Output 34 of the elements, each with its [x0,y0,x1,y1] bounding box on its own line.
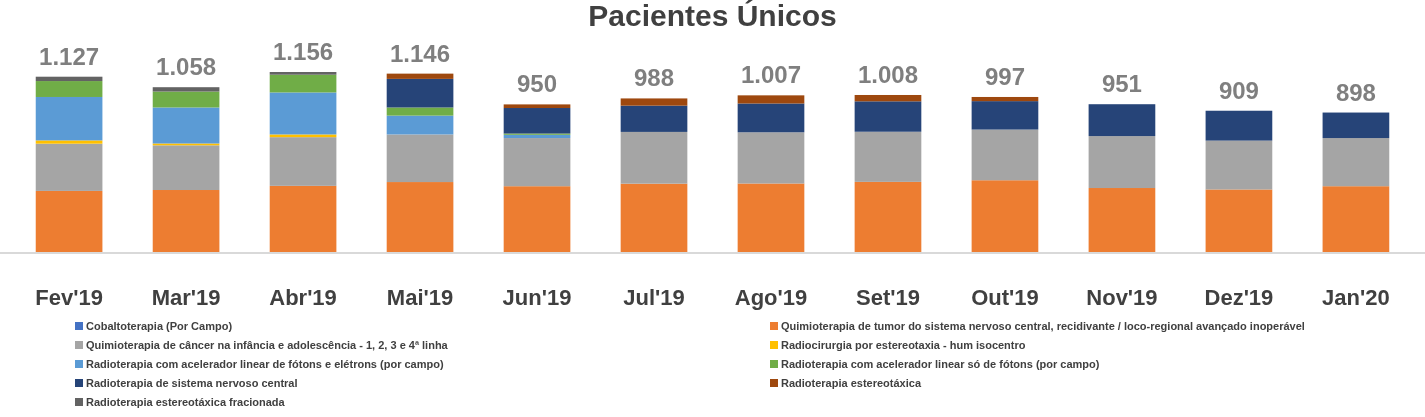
annotation: 988 [633,64,675,92]
legend-label: Radiocirurgia por estereotaxia - hum isocentro [781,339,1026,351]
x-tick-label: Fev'19 [35,285,103,310]
annotation: 1.058 [156,53,217,81]
legend-label: Radioterapia estereotáxica fracionada [86,396,286,408]
annotation: 898 [1335,78,1376,106]
annotation: 1.127 [39,42,100,70]
legend-label: Radioterapia com acelerador linear só de fótons (por campo) [781,358,1100,370]
x-tick-label: Dez'19 [1204,285,1274,310]
annotation: 1.156 [273,38,334,65]
x-tick-label: Jun'19 [502,285,572,310]
annotation: 1.146 [390,39,451,67]
annotation: 950 [517,70,558,98]
chart-title: Pacientes Únicos [588,0,837,32]
x-tick-label: Mai'19 [386,285,454,310]
annotation: 997 [984,62,1025,90]
x-tick-label: Nov'19 [1086,285,1158,310]
x-tick-label: Jul'19 [623,285,685,310]
legend-label: Quimioterapia de tumor do sistema nervoso central, recidivante / loco-regional avançado inoperável [781,320,1305,332]
legend-label: Radioterapia com acelerador linear de fótons e elétrons (por campo) [86,358,444,370]
annotation: 1.007 [740,61,802,89]
x-tick-label: Ago'19 [734,285,808,310]
legend-label: Quimioterapia de câncer na infância e adolescência - 1, 2, 3 e 4ª linha [86,339,449,351]
annotation: 951 [1101,70,1142,98]
x-tick-label: Mar'19 [151,285,221,310]
x-tick-label: Set'19 [856,285,920,310]
legend-label: Cobaltoterapia (Por Campo) [86,320,233,332]
x-tick-label: Abr'19 [269,285,337,310]
legend-label: Radioterapia estereotáxica [781,377,922,389]
legend-label: Radioterapia de sistema nervoso central [86,377,298,389]
annotation: 1.008 [857,60,919,88]
x-tick-label: Out'19 [971,285,1039,310]
annotation: 909 [1218,76,1259,104]
x-tick-label: Jan'20 [1322,285,1390,310]
